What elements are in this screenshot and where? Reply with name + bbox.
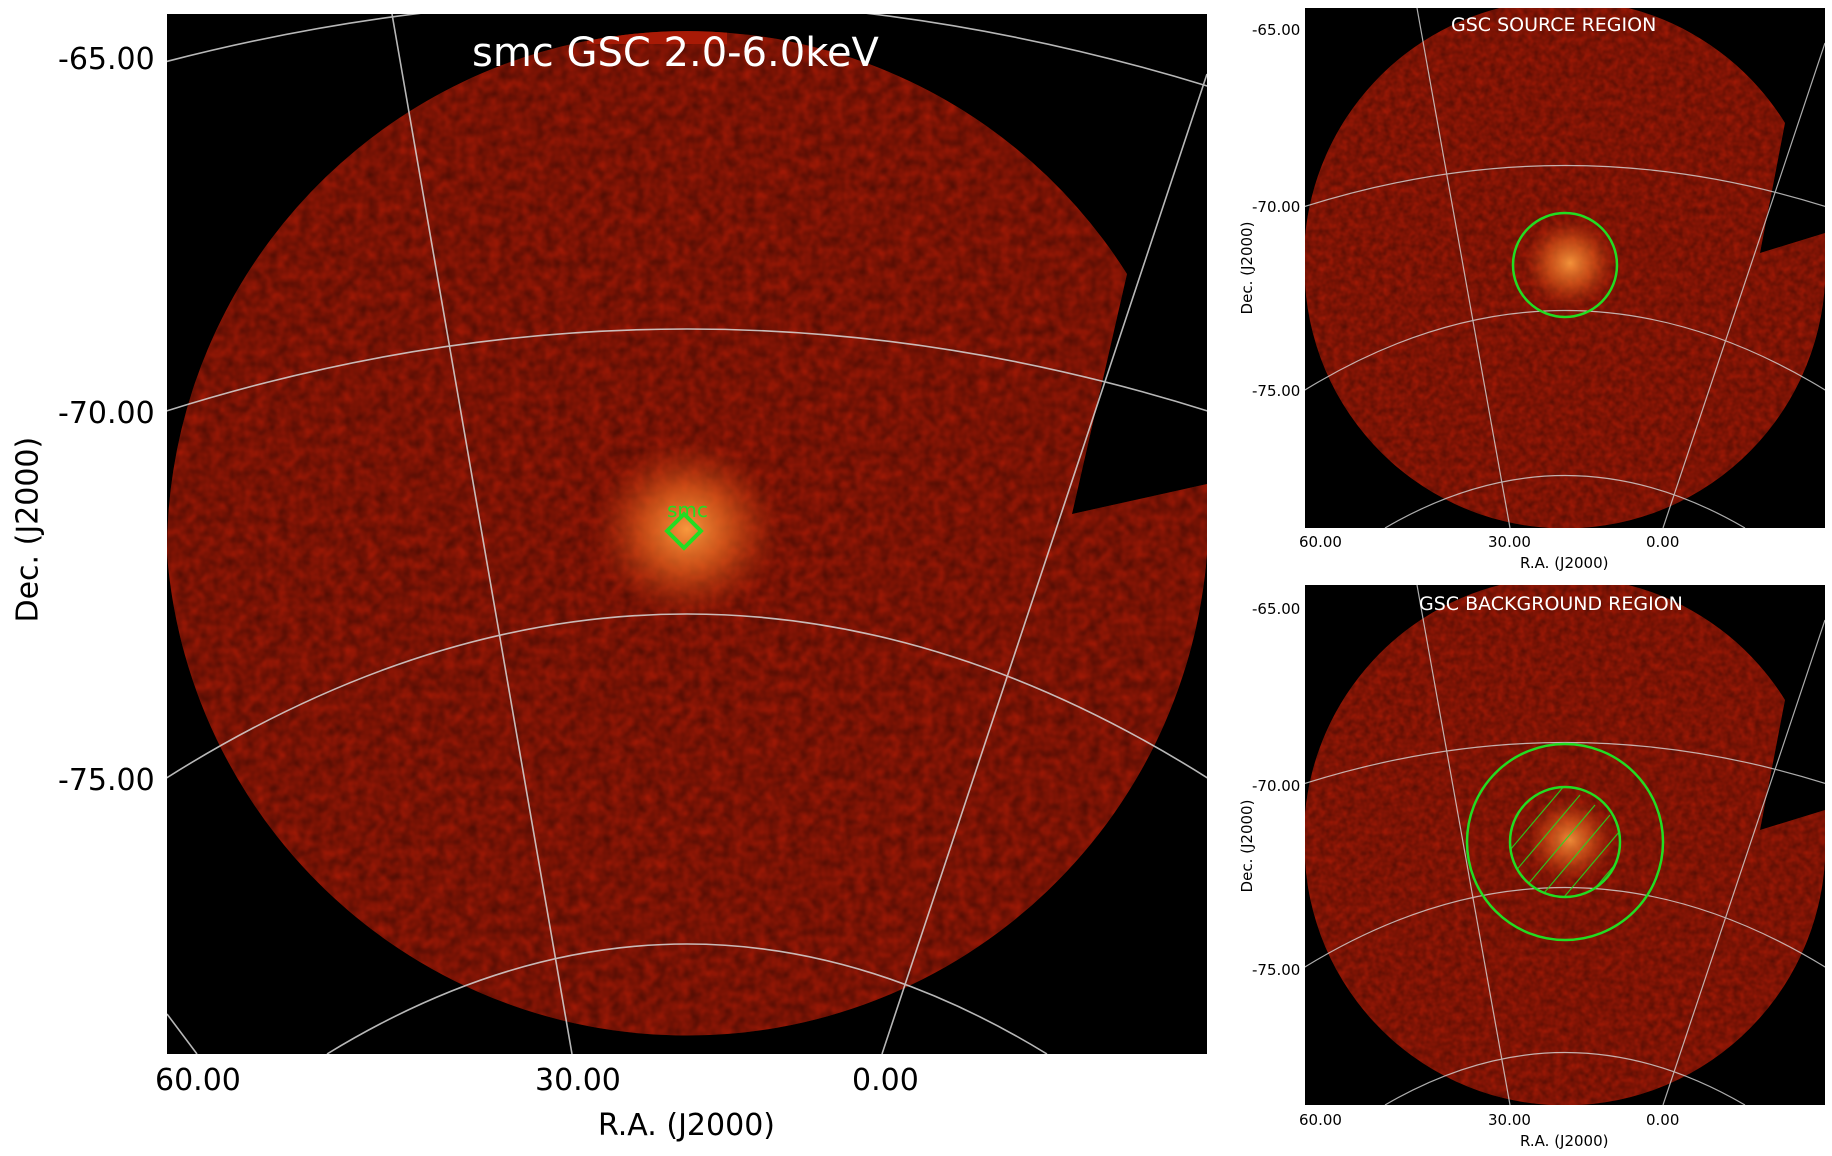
source-region-image: GSC SOURCE REGION [1305,8,1825,528]
main-ra-tick-1: 60.00 [155,1063,241,1098]
main-title: smc GSC 2.0-6.0keV [472,30,879,76]
source-dec-tick-3: -75.00 [1252,382,1301,400]
background-ra-tick-2: 30.00 [1488,1111,1531,1129]
main-dec-tick-1: -65.00 [58,42,155,77]
background-ra-tick-3: 0.00 [1646,1111,1680,1129]
main-ra-tick-3: 0.00 [852,1063,919,1098]
background-x-axis-label: R.A. (J2000) [1520,1132,1609,1150]
background-panel-title: GSC BACKGROUND REGION [1419,593,1683,615]
source-emission [592,439,782,619]
source-y-axis-label: Dec. (J2000) [1238,221,1256,315]
main-ra-tick-2: 30.00 [535,1063,621,1098]
outer-background-circle [1465,742,1665,942]
background-dec-tick-1: -65.00 [1252,600,1301,618]
coordinate-grid [1305,585,1825,1105]
coordinate-grid [1305,8,1825,528]
source-region-circle [1511,211,1619,319]
source-ra-tick-3: 0.00 [1646,533,1680,551]
source-dec-tick-1: -65.00 [1252,21,1301,39]
source-emission [1522,217,1618,309]
coordinate-grid [167,14,1207,1054]
source-marker-diamond [664,511,704,551]
main-x-axis-label: R.A. (J2000) [598,1108,775,1143]
main-dec-tick-3: -75.00 [58,763,155,798]
background-ra-tick-1: 60.00 [1299,1111,1342,1129]
source-x-axis-label: R.A. (J2000) [1520,554,1609,572]
main-y-axis-label: Dec. (J2000) [10,436,46,623]
background-region-image: GSC BACKGROUND REGION [1305,585,1825,1105]
source-panel-title: GSC SOURCE REGION [1451,14,1657,36]
source-emission [1525,796,1615,884]
inner-exclusion-circle [1508,785,1622,899]
source-marker-label: smc [667,498,708,522]
main-dec-tick-2: -70.00 [58,396,155,431]
background-dec-tick-2: -70.00 [1252,777,1301,795]
source-ra-tick-2: 30.00 [1488,533,1531,551]
main-sky-image: smc GSC 2.0-6.0keV smc [167,14,1207,1054]
source-ra-tick-1: 60.00 [1299,533,1342,551]
background-y-axis-label: Dec. (J2000) [1238,799,1256,893]
background-dec-tick-3: -75.00 [1252,961,1301,979]
source-dec-tick-2: -70.00 [1252,198,1301,216]
